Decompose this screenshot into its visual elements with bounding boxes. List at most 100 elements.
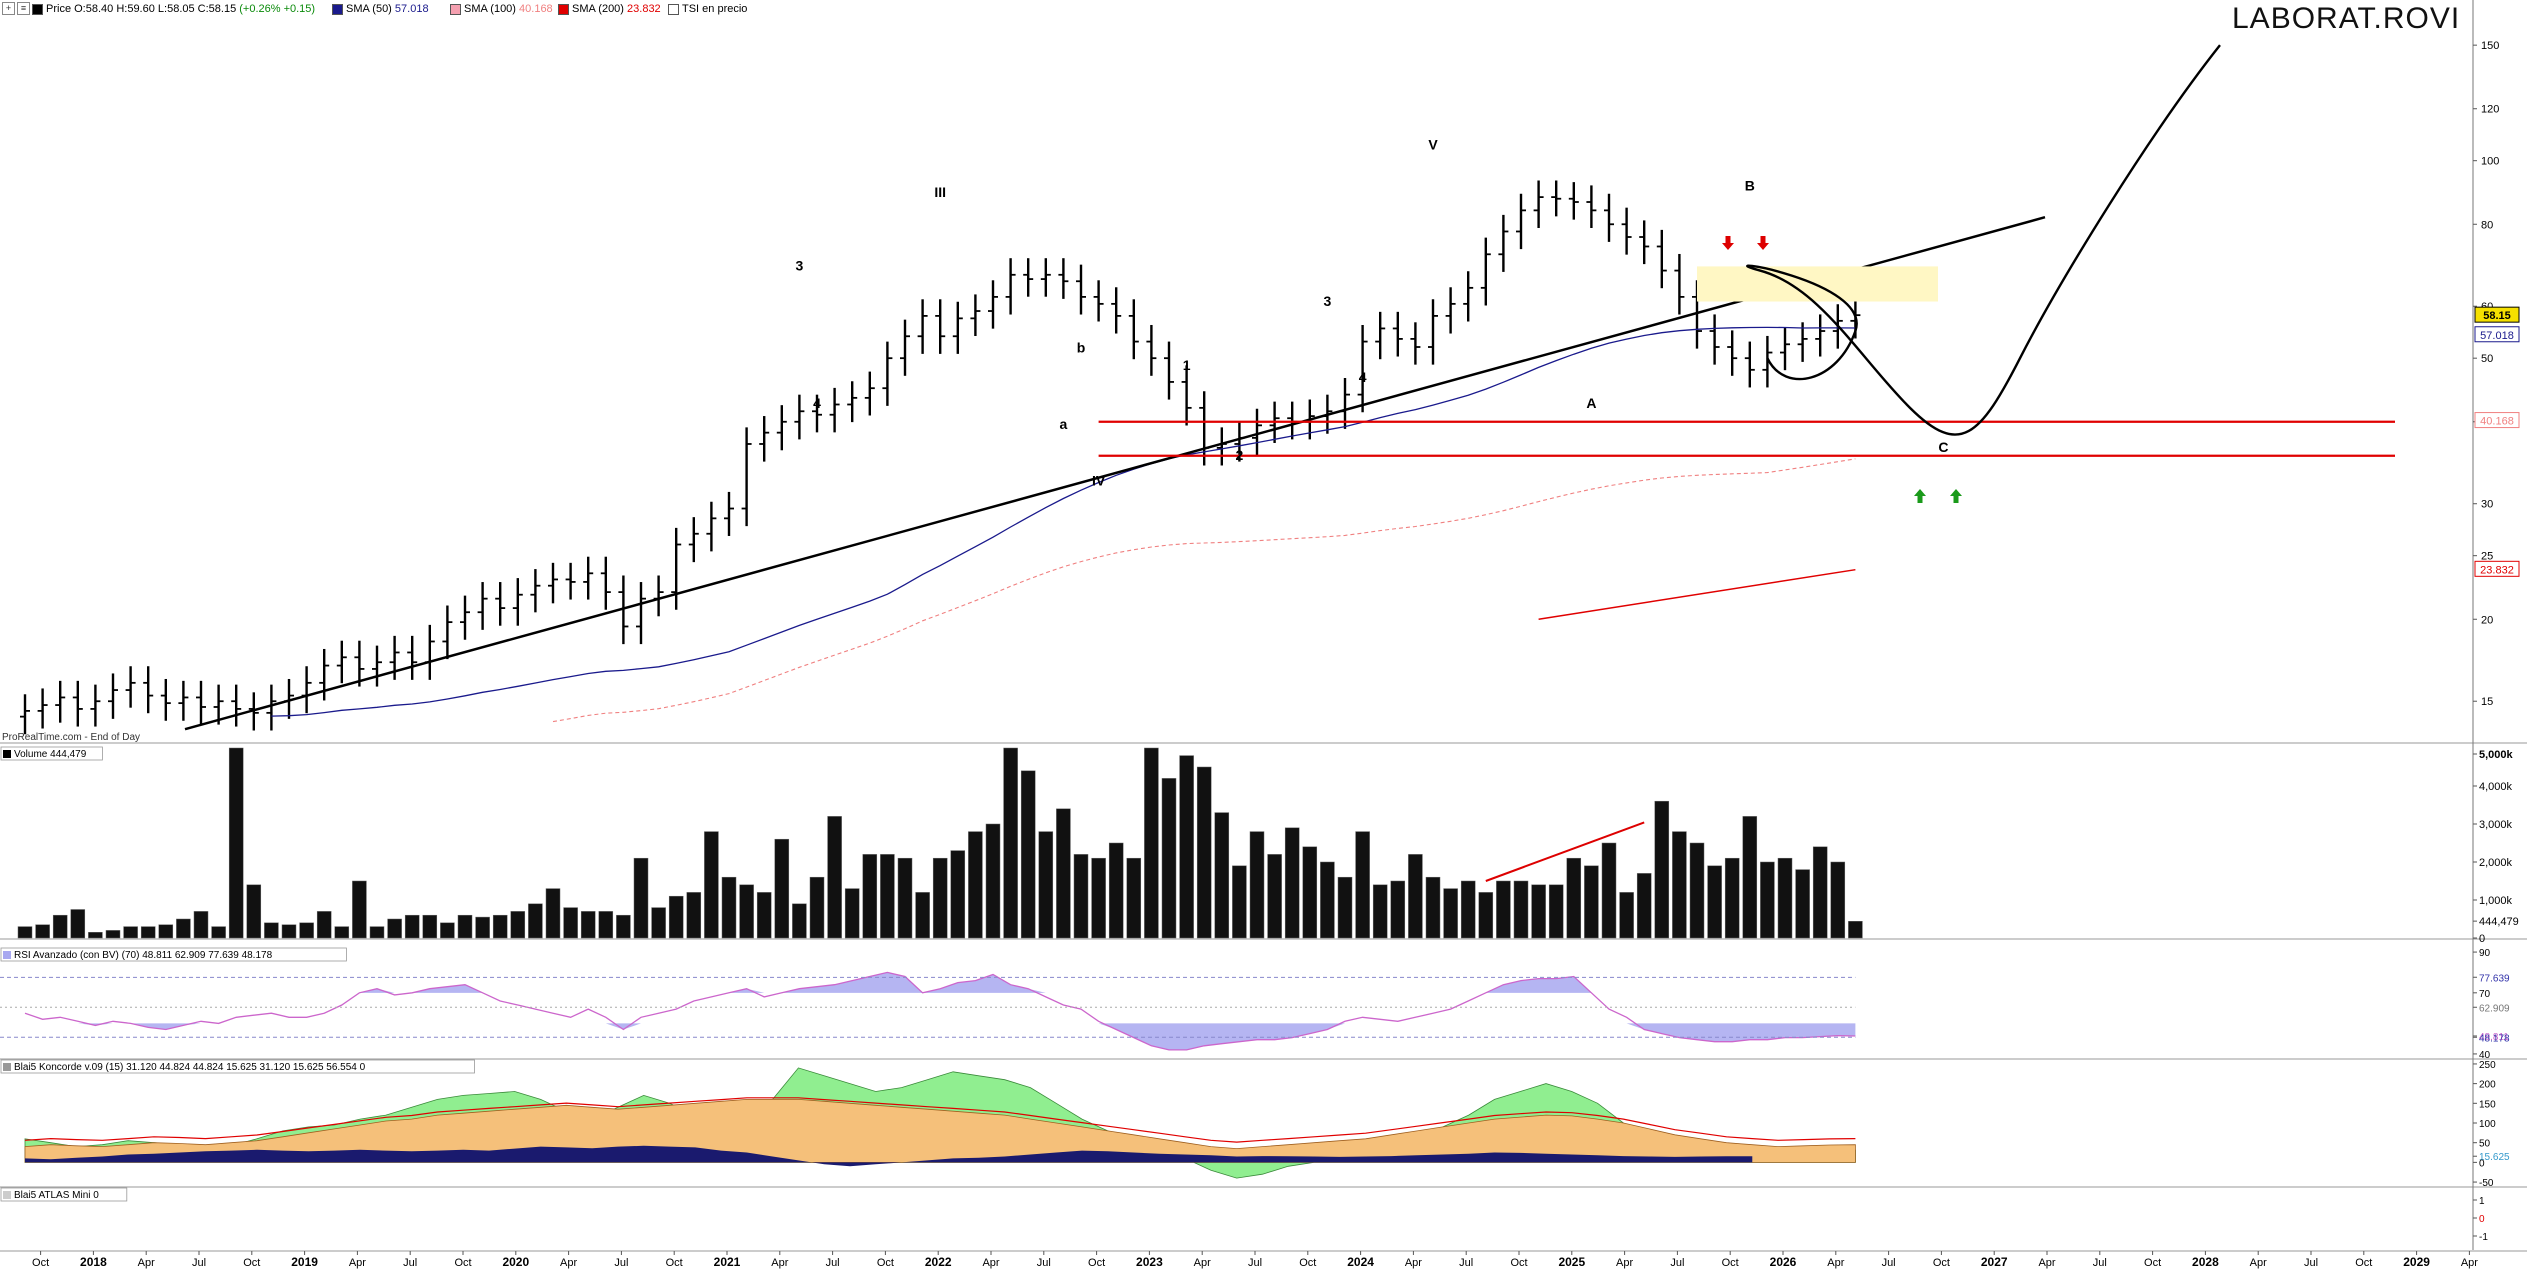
price-change: (+0.26% +0.15) (239, 3, 316, 15)
sma100-value: 40.168 (519, 3, 553, 15)
volume-bar (1672, 831, 1687, 939)
konc-tick-label: 100 (2479, 1119, 2496, 1130)
x-year-label: 2024 (1347, 1255, 1374, 1269)
volume-bar (1513, 880, 1529, 939)
volume-bar (1584, 865, 1599, 939)
volume-bar (1760, 861, 1775, 939)
x-month-label: Jul (1882, 1257, 1896, 1269)
volume-bar (1214, 812, 1230, 939)
sma50-line (271, 326, 1856, 717)
volume-bar (985, 823, 1001, 939)
y-tick-label: 25 (2481, 551, 2493, 563)
volume-bar (1478, 892, 1494, 939)
y-tick-label: 15 (2481, 696, 2493, 708)
volume-bar (1267, 854, 1282, 939)
volume-bar (1830, 861, 1846, 939)
volume-bar (1812, 846, 1828, 939)
atlas-tick-label: 1 (2479, 1196, 2485, 1207)
volume-bar (334, 926, 350, 939)
atlas-legend-frame (0, 1187, 128, 1202)
tsi-color-icon (668, 3, 679, 15)
volume-bar (404, 914, 420, 939)
x-month-label: Apr (349, 1257, 366, 1269)
koncorde-navy-area (25, 1145, 1753, 1167)
wave-label: V (1428, 137, 1438, 153)
volume-bar (35, 924, 50, 939)
volume-bar (598, 911, 614, 939)
x-year-label: 2025 (1558, 1255, 1585, 1269)
y-tick-label: 50 (2481, 353, 2493, 365)
rsi-tick-label: 48.178 (2479, 1033, 2510, 1044)
tsi-label: TSI en precio (682, 3, 748, 15)
volume-bar (721, 876, 737, 939)
wave-label: 4 (1359, 369, 1367, 385)
sma100-label: SMA (100) (464, 3, 516, 15)
sma100-legend: SMA (100) 40.168 (450, 1, 553, 17)
settings-icon[interactable]: ≡ (17, 2, 30, 15)
sma50-legend: SMA (50) 57.018 (332, 1, 429, 17)
volume-bar (1302, 846, 1318, 939)
x-month-label: Oct (666, 1257, 683, 1269)
vol-tick-label: 3,000k (2479, 819, 2513, 831)
koncorde-legend-swatch (3, 1063, 11, 1071)
sma100-color-icon (450, 3, 461, 15)
wave-label: b (1077, 340, 1086, 356)
x-month-label: Jul (192, 1257, 206, 1269)
volume-bar (1196, 766, 1212, 939)
volume-bar (1724, 857, 1740, 939)
volume-bar (1408, 854, 1423, 939)
volume-bar (1707, 865, 1722, 939)
x-month-label: Apr (560, 1257, 577, 1269)
volume-bar (17, 926, 33, 939)
wave-label: 3 (796, 258, 804, 274)
x-month-label: Oct (2355, 1257, 2372, 1269)
x-year-label: 2018 (80, 1255, 107, 1269)
wave-label: 2 (1236, 447, 1244, 463)
y-tick-label: 120 (2481, 104, 2499, 116)
volume-bar (246, 884, 262, 939)
wave-label: 3 (1324, 293, 1332, 309)
volume-bar (1020, 770, 1036, 939)
vol-tick-label: 4,000k (2479, 781, 2513, 793)
x-month-label: Apr (2250, 1257, 2267, 1269)
konc-tick-label: -50 (2479, 1178, 2494, 1189)
volume-bar (52, 914, 68, 939)
sma100-tag-bg (2474, 412, 2520, 429)
x-month-label: Jul (1670, 1257, 1684, 1269)
rsi-legend-swatch (3, 951, 11, 959)
volume-bar (668, 895, 684, 939)
rsi-line (24, 971, 1856, 1051)
volume-bar (580, 911, 596, 939)
volume-bar (1038, 831, 1054, 939)
volume-bar (1003, 747, 1018, 939)
x-year-label: 2028 (2192, 1255, 2219, 1269)
volume-bar (1091, 857, 1106, 939)
volume-bar (193, 911, 209, 939)
volume-bar (281, 924, 297, 939)
x-month-label: Jul (2093, 1257, 2107, 1269)
wave-label: a (1060, 416, 1068, 432)
x-year-label: 2022 (925, 1255, 952, 1269)
toolbar-icons: + ≡ (2, 2, 30, 15)
volume-bar (1848, 921, 1863, 939)
volume-bar (862, 854, 878, 939)
konc-tick-label: 250 (2479, 1060, 2496, 1071)
y-tick-label: 30 (2481, 499, 2493, 511)
rsi-oversold-fill (25, 1023, 1856, 1050)
volume-bar (1056, 808, 1071, 939)
volume-bar (1073, 854, 1089, 939)
volume-bar (88, 932, 103, 939)
volume-bar (140, 926, 156, 939)
wave-label: 1 (1183, 357, 1191, 373)
volume-bar (105, 930, 121, 939)
volume-trendline (1485, 821, 1645, 882)
x-month-label: Oct (1088, 1257, 1105, 1269)
zoom-icon[interactable]: + (2, 2, 15, 15)
vol-tick-label: 444,479 (2479, 916, 2519, 928)
volume-bar (352, 880, 367, 939)
volume-bar (457, 914, 473, 939)
atlas-legend-swatch (3, 1191, 11, 1199)
x-month-label: Oct (243, 1257, 260, 1269)
volume-bar (739, 884, 754, 939)
x-year-label: 2019 (291, 1255, 318, 1269)
